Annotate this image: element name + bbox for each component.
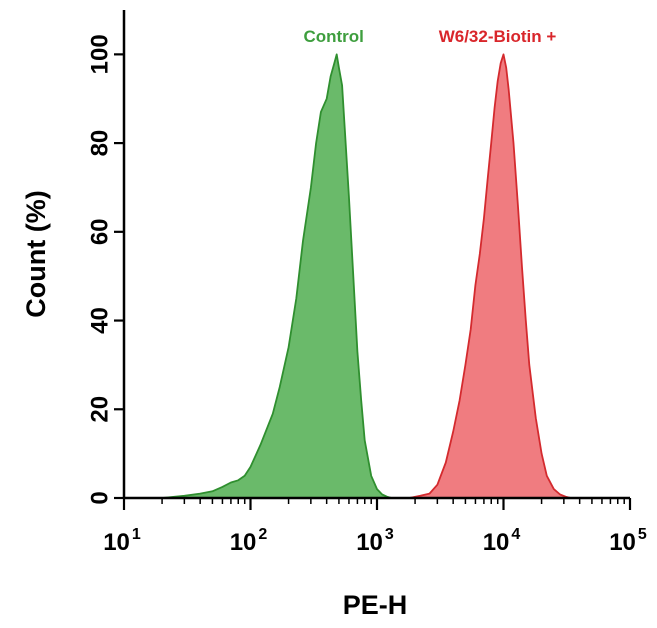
ticks-layer: 10 1 10 2 10 3 10 4 10 5 0 20 40 60 80 100 — [87, 34, 647, 556]
y-tick-label: 100 — [87, 34, 114, 74]
series-area-w6-32-biotin — [408, 53, 572, 499]
y-tick-label: 80 — [87, 130, 114, 157]
x-axis-title: PE-H — [343, 590, 408, 620]
y-tick-label: 0 — [87, 491, 114, 504]
y-tick-label: 60 — [87, 218, 114, 245]
x-tick-label: 10 1 — [103, 526, 141, 556]
legend-label-control: Control — [303, 27, 363, 46]
y-axis-title: Count (%) — [21, 190, 51, 317]
axes-layer — [122, 10, 630, 500]
series-area-control — [161, 53, 393, 499]
legend-layer: Control W6/32-Biotin + — [303, 27, 556, 46]
y-tick-label: 20 — [87, 396, 114, 423]
legend-label-w6-32-biotin: W6/32-Biotin + — [439, 27, 557, 46]
y-tick-label: 40 — [87, 307, 114, 334]
series-layer — [161, 53, 572, 499]
x-tick-label: 10 4 — [483, 526, 521, 556]
x-tick-label: 10 2 — [230, 526, 268, 556]
x-tick-label: 10 5 — [609, 526, 647, 556]
x-tick-label: 10 3 — [356, 526, 394, 556]
